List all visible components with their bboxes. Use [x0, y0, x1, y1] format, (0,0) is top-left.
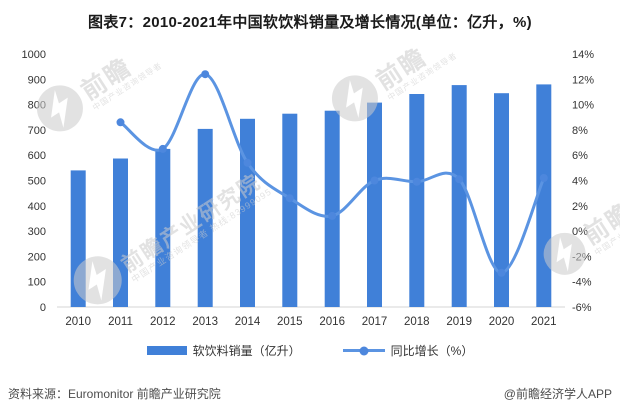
line-marker	[328, 211, 337, 220]
svg-text:-6%: -6%	[572, 302, 592, 314]
svg-text:2013: 2013	[192, 316, 218, 328]
svg-text:900: 900	[28, 74, 46, 86]
svg-text:0%: 0%	[572, 226, 588, 238]
svg-text:0: 0	[40, 302, 46, 314]
line-marker	[370, 176, 379, 185]
line-marker	[285, 194, 294, 203]
svg-text:2012: 2012	[150, 316, 176, 328]
svg-text:100: 100	[28, 277, 46, 289]
chart-title: 图表7：2010-2021年中国软饮料销量及增长情况(单位：亿升，%)	[88, 14, 532, 31]
svg-text:8%: 8%	[572, 125, 588, 137]
svg-text:400: 400	[28, 201, 46, 213]
y-axis-left-labels: 0 100 200 300 400 500 600 700 800 900 1000	[22, 49, 46, 314]
svg-text:200: 200	[28, 251, 46, 263]
svg-text:2016: 2016	[319, 316, 345, 328]
bars-group	[70, 84, 552, 308]
svg-text:500: 500	[28, 176, 46, 188]
line-marker	[201, 70, 210, 79]
bar-2016	[324, 110, 340, 307]
svg-text:2015: 2015	[277, 316, 303, 328]
line-marker	[497, 268, 506, 277]
bar-swatch-icon	[146, 346, 187, 355]
svg-text:2019: 2019	[446, 316, 472, 328]
bar-2017	[367, 102, 382, 307]
y-axis-right-labels: -6% -4% -2% 0% 2% 4% 6% 8% 10% 12% 14%	[572, 49, 594, 314]
legend-item-sales: 软饮料销量（亿升）	[146, 342, 301, 359]
svg-text:600: 600	[28, 150, 46, 162]
svg-text:-2%: -2%	[572, 251, 592, 263]
svg-text:2%: 2%	[572, 201, 588, 213]
combo-chart-svg: 0 100 200 300 400 500 600 700 800 900 1000 -6% -4% -2…	[22, 49, 595, 328]
bar-2019	[451, 85, 467, 307]
svg-text:300: 300	[28, 226, 46, 238]
legend-growth-label: 同比增长（%）	[390, 344, 474, 358]
svg-text:2018: 2018	[404, 316, 430, 328]
svg-text:12%: 12%	[572, 74, 594, 86]
svg-text:2017: 2017	[362, 316, 388, 328]
svg-text:1000: 1000	[22, 49, 46, 61]
line-marker	[158, 144, 167, 153]
credit-text: @前瞻经济学人APP	[503, 387, 612, 401]
line-marker	[539, 174, 548, 182]
bar-2010	[70, 170, 86, 307]
x-axis-labels: 2010 2011 2012 2013 2014 2015 2016 2017 2018 2019…	[65, 316, 556, 328]
svg-text:6%: 6%	[572, 150, 588, 162]
svg-text:700: 700	[28, 125, 46, 137]
bar-2015	[282, 113, 298, 307]
line-marker	[412, 177, 421, 186]
bar-2020	[494, 93, 509, 307]
legend-sales-label: 软饮料销量（亿升）	[192, 344, 301, 358]
bar-2012	[155, 148, 171, 307]
svg-text:2020: 2020	[489, 316, 515, 328]
bar-2014	[240, 118, 255, 307]
svg-text:800: 800	[28, 100, 46, 112]
chart-legend: 软饮料销量（亿升） 同比增长（%）	[0, 342, 620, 359]
legend-item-growth: 同比增长（%）	[342, 342, 474, 359]
svg-text:4%: 4%	[572, 176, 588, 188]
svg-text:2021: 2021	[531, 316, 557, 328]
line-marker	[116, 118, 125, 127]
growth-line-markers	[116, 70, 548, 277]
line-marker	[243, 158, 252, 167]
svg-text:2010: 2010	[65, 316, 91, 328]
svg-text:10%: 10%	[572, 100, 594, 112]
svg-text:-4%: -4%	[572, 277, 592, 289]
bar-2011	[113, 158, 128, 307]
svg-text:2014: 2014	[235, 316, 261, 328]
line-swatch-icon	[342, 349, 385, 352]
svg-text:2011: 2011	[108, 316, 133, 328]
svg-text:14%: 14%	[572, 49, 594, 61]
bar-2018	[409, 94, 425, 307]
line-marker	[455, 175, 464, 184]
bar-2013	[197, 128, 213, 307]
chart-footer: 资料来源：Euromonitor 前瞻产业研究院 @前瞻经济学人APP	[8, 385, 612, 402]
source-text: 资料来源：Euromonitor 前瞻产业研究院	[8, 387, 221, 401]
